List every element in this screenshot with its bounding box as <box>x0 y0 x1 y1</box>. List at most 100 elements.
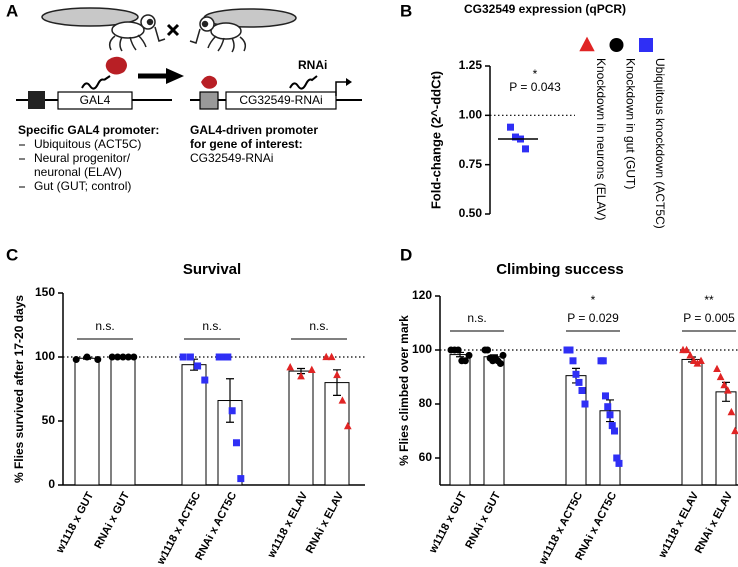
panel-label: A <box>6 1 18 20</box>
comparison-label: n.s. <box>95 319 114 333</box>
error-bar <box>226 378 234 423</box>
comparison-label: n.s. <box>202 319 221 333</box>
legend-label: Ubiquitous knockdown (ACT5C) <box>653 58 667 229</box>
point <box>693 359 702 367</box>
point <box>723 386 732 394</box>
y-axis-label: Fold-change (2^-ddCt) <box>428 71 443 209</box>
cross-symbol <box>166 23 180 37</box>
point <box>496 360 504 367</box>
point <box>186 353 194 361</box>
point <box>338 396 347 404</box>
y-tick-label: 1.00 <box>459 108 483 122</box>
bar <box>74 357 100 486</box>
comparison-label: n.s. <box>467 311 486 325</box>
point <box>297 372 305 380</box>
chart-title: Survival <box>183 261 241 278</box>
bar <box>324 382 350 486</box>
point <box>333 370 341 379</box>
point <box>572 370 580 378</box>
point <box>578 387 586 394</box>
list-item: neuronal (ELAV) <box>34 165 122 179</box>
point <box>465 351 473 359</box>
y-tick-label: 100 <box>35 349 55 363</box>
gene-box-label: CG32549-RNAi <box>239 93 322 107</box>
x-tick-label: RNAi x GUT <box>463 490 503 551</box>
point <box>602 392 609 400</box>
list-item: Neural progenitor/ <box>34 151 131 165</box>
point <box>697 356 705 364</box>
point <box>716 372 725 381</box>
point <box>343 421 352 430</box>
list-item: Ubiquitous (ACT5C) <box>34 137 141 151</box>
rnai-label: RNAi <box>298 58 327 72</box>
panel-label: B <box>400 1 412 20</box>
comparison-label: * <box>591 293 596 307</box>
point <box>307 365 316 373</box>
point <box>615 459 623 467</box>
comparison-label: P = 0.029 <box>567 311 619 325</box>
point <box>613 454 621 462</box>
point <box>286 363 295 371</box>
point <box>608 422 616 430</box>
fly-icon <box>189 8 297 53</box>
point <box>599 357 607 365</box>
list-heading: GAL4-driven promoter <box>190 123 318 137</box>
point <box>461 357 469 365</box>
y-tick-label: 150 <box>35 285 55 299</box>
point <box>720 380 729 389</box>
point <box>108 353 116 361</box>
bar <box>449 354 471 486</box>
point <box>179 353 187 361</box>
y-tick-label: 0.75 <box>459 157 483 171</box>
chart-title: CG32549 expression (qPCR) <box>464 2 626 16</box>
legend-marker <box>579 36 595 52</box>
panel-label: C <box>6 245 18 264</box>
point <box>201 376 209 384</box>
comparison-label: ** <box>704 293 714 307</box>
comparison-label: P = 0.005 <box>683 311 735 325</box>
point <box>232 439 240 447</box>
point <box>237 475 245 483</box>
point <box>83 353 91 361</box>
y-tick-label: 0 <box>48 477 55 491</box>
point <box>130 353 138 361</box>
point <box>581 400 589 408</box>
y-tick-label: 1.25 <box>459 58 483 72</box>
point <box>327 352 336 361</box>
point <box>575 378 583 386</box>
legend-marker <box>639 38 653 52</box>
point <box>322 352 331 361</box>
y-axis-label: % Flies climbed over mark <box>397 315 411 466</box>
point <box>512 133 519 141</box>
y-tick-label: 80 <box>419 396 433 410</box>
point <box>224 353 232 361</box>
point <box>72 356 80 364</box>
gene-box-label: GAL4 <box>80 93 111 107</box>
point <box>454 346 462 354</box>
point <box>194 362 202 370</box>
annotation: * <box>533 67 538 81</box>
point <box>727 407 736 416</box>
x-tick-label: w1118 x GUT <box>427 490 470 556</box>
y-tick-label: 50 <box>42 413 56 427</box>
chart-title: Climbing success <box>496 261 624 278</box>
legend-marker <box>609 38 624 52</box>
comparison-label: n.s. <box>309 319 328 333</box>
point <box>220 353 228 361</box>
point <box>499 351 507 359</box>
point <box>713 364 721 373</box>
legend-label: Knockdown in neurons (ELAV) <box>594 58 608 221</box>
point <box>566 346 574 354</box>
point <box>124 353 132 361</box>
y-axis-label: % Flies survived after 17-20 days <box>12 295 26 483</box>
x-tick-label: w1118 x GUT <box>54 490 97 556</box>
x-tick-label: RNAi x GUT <box>92 490 132 551</box>
y-tick-label: 0.50 <box>459 206 483 220</box>
point <box>569 357 577 365</box>
panel-label: D <box>400 245 412 264</box>
legend-label: Knockdown in gut (GUT) <box>623 58 637 189</box>
fly-icon <box>41 7 166 52</box>
bar <box>288 370 314 486</box>
bar <box>483 356 505 486</box>
